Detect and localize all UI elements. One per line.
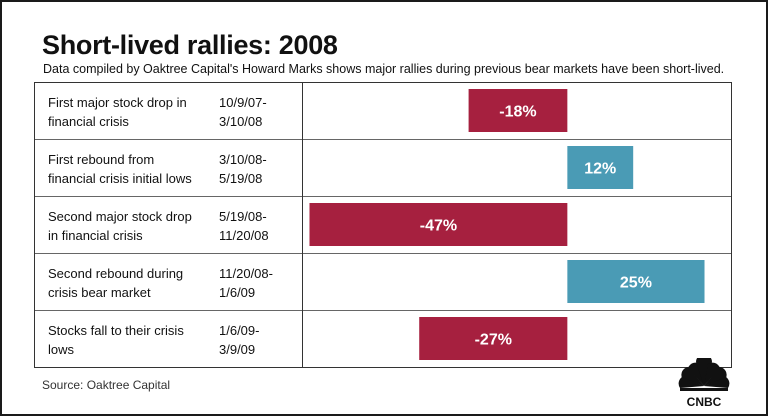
- bar-value-label: 12%: [584, 161, 616, 178]
- category-label: First major stock drop in financial cris…: [48, 95, 187, 129]
- chart-subtitle: Data compiled by Oaktree Capital's Howar…: [43, 62, 725, 76]
- bar-value-label: -27%: [475, 332, 512, 349]
- category-label: Stocks fall to their crisis lows: [48, 323, 184, 357]
- row-divider: [34, 196, 732, 197]
- source-note: Source: Oaktree Capital: [42, 378, 171, 392]
- cnbc-logo: CNBC: [678, 358, 730, 409]
- category-label: Second rebound during crisis bear market: [48, 266, 184, 300]
- table-bottom-rule: [34, 367, 732, 368]
- table-top-rule: [34, 82, 732, 83]
- row-divider: [34, 310, 732, 311]
- bar-value-label: -47%: [420, 218, 457, 235]
- bar: [567, 260, 705, 303]
- row-divider: [34, 139, 732, 140]
- category-label: Second major stock drop in financial cri…: [48, 209, 192, 243]
- period-label: 3/10/08- 5/19/08: [219, 152, 267, 186]
- chart-table: -18% 12% -47% 25% -27% First major stock dro…: [34, 82, 732, 368]
- bar: [309, 203, 568, 246]
- period-label: 11/20/08- 1/6/09: [219, 266, 273, 300]
- period-label: 1/6/09- 3/9/09: [219, 323, 260, 357]
- period-label: 10/9/07- 3/10/08: [219, 95, 267, 129]
- plot-left-edge: [302, 82, 303, 367]
- period-label: 5/19/08- 11/20/08: [219, 209, 269, 243]
- bar: [468, 89, 568, 132]
- bar-plot: -18% 12% -47% 25% -27%: [309, 89, 705, 360]
- bar-value-label: -18%: [499, 104, 536, 121]
- row-divider: [34, 253, 732, 254]
- bar: [567, 146, 634, 189]
- bar: [419, 317, 568, 360]
- logo-text: CNBC: [687, 395, 722, 409]
- table-left-edge: [34, 82, 35, 367]
- table-right-edge: [731, 82, 732, 367]
- category-label: First rebound from financial crisis init…: [48, 152, 192, 186]
- bar-value-label: 25%: [620, 275, 652, 292]
- chart-title: Short-lived rallies: 2008: [42, 30, 338, 60]
